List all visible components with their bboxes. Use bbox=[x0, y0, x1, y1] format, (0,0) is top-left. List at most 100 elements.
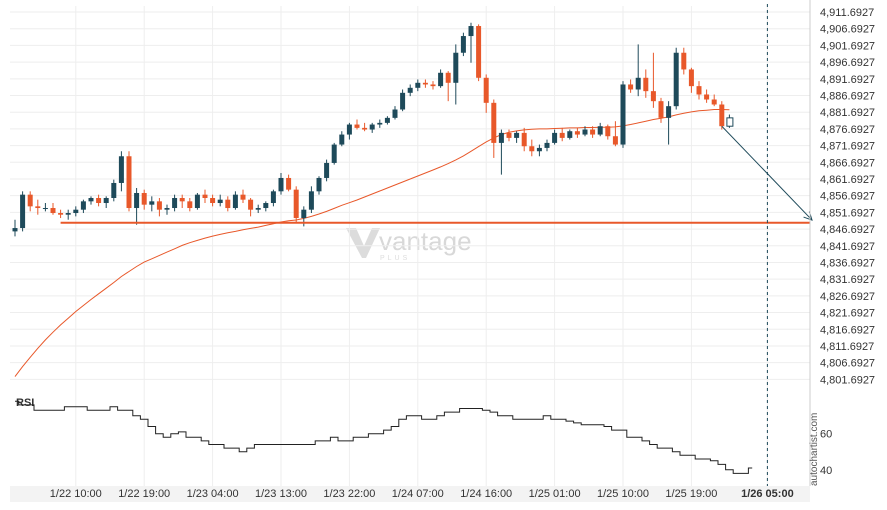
candle bbox=[96, 194, 102, 207]
candle-body bbox=[514, 132, 520, 138]
candle-body bbox=[96, 198, 102, 204]
y-tick-label: 4,886.6927 bbox=[820, 91, 875, 103]
candle-body bbox=[726, 117, 734, 127]
rsi-tick-label: 40 bbox=[820, 465, 832, 477]
candle bbox=[392, 106, 398, 120]
candle-body bbox=[574, 131, 580, 135]
candle bbox=[704, 89, 710, 103]
candle-body bbox=[217, 199, 223, 204]
candle-body bbox=[536, 147, 542, 152]
candle bbox=[126, 151, 132, 212]
rsi-panel: RSI 60 40 bbox=[15, 397, 832, 477]
candle bbox=[620, 81, 626, 148]
candle bbox=[354, 119, 360, 130]
candle bbox=[567, 129, 573, 140]
candle-body bbox=[688, 69, 694, 87]
candle bbox=[263, 201, 269, 212]
candle bbox=[498, 129, 504, 175]
candle bbox=[612, 121, 618, 147]
candle-body bbox=[597, 126, 603, 135]
candle bbox=[346, 122, 352, 140]
candle bbox=[719, 101, 725, 130]
candle-body bbox=[415, 82, 421, 88]
candle bbox=[293, 186, 299, 224]
candle-body bbox=[316, 177, 322, 192]
candle bbox=[491, 99, 497, 158]
candle-body bbox=[65, 213, 71, 215]
y-tick-label: 4,836.6927 bbox=[820, 257, 875, 269]
candle-body bbox=[377, 122, 383, 125]
candle-body bbox=[362, 127, 368, 130]
candle-body bbox=[248, 199, 254, 210]
candle bbox=[88, 196, 94, 205]
candle bbox=[225, 196, 231, 212]
x-tick-label: 1/22 10:00 bbox=[50, 488, 102, 500]
candle bbox=[628, 79, 634, 93]
candle bbox=[445, 71, 451, 102]
watermark: vantage PLUS bbox=[346, 226, 472, 262]
candle-body bbox=[521, 132, 527, 147]
x-tick-label: 1/23 22:00 bbox=[323, 488, 375, 500]
candle bbox=[643, 69, 649, 98]
candle bbox=[529, 139, 535, 157]
candle-body bbox=[430, 84, 436, 87]
moving-average-line bbox=[14, 109, 730, 377]
candle bbox=[240, 189, 246, 204]
candle-body bbox=[58, 213, 64, 215]
candle bbox=[80, 199, 86, 214]
candle bbox=[286, 174, 292, 192]
candle-body bbox=[491, 102, 497, 143]
forecast-arrow-line bbox=[721, 125, 813, 221]
candle-body bbox=[194, 194, 200, 209]
candle-body bbox=[225, 199, 231, 209]
candle bbox=[521, 127, 527, 152]
y-tick-label: 4,881.6927 bbox=[820, 107, 875, 119]
candle bbox=[536, 144, 542, 157]
credit-text: autochartist.com bbox=[809, 413, 820, 486]
candle-body bbox=[711, 99, 717, 105]
candle-body bbox=[407, 87, 413, 93]
candle-body bbox=[134, 192, 140, 209]
candle bbox=[468, 22, 474, 63]
rsi-line bbox=[15, 400, 753, 474]
candle bbox=[172, 194, 178, 212]
y-tick-label: 4,866.6927 bbox=[820, 157, 875, 169]
candle-body bbox=[286, 177, 292, 190]
candle-body bbox=[643, 77, 649, 92]
y-tick-label: 4,806.6927 bbox=[820, 358, 875, 370]
candle bbox=[202, 189, 208, 204]
x-tick-label: 1/23 13:00 bbox=[255, 488, 307, 500]
candle bbox=[164, 204, 170, 215]
candle-body bbox=[73, 209, 79, 214]
candle bbox=[42, 203, 48, 212]
candle-body bbox=[263, 203, 269, 209]
candle-body bbox=[210, 198, 216, 204]
candle-body bbox=[612, 136, 618, 145]
candle bbox=[134, 187, 140, 225]
candle bbox=[339, 131, 345, 147]
rsi-tick-label: 60 bbox=[820, 429, 832, 441]
candle-body bbox=[438, 72, 444, 87]
candle-body bbox=[544, 142, 550, 148]
y-tick-label: 4,871.6927 bbox=[820, 141, 875, 153]
candle-body bbox=[384, 117, 390, 123]
candle bbox=[278, 172, 284, 195]
candle-body bbox=[179, 198, 185, 202]
candle-body bbox=[529, 146, 535, 152]
y-axis: 4,911.6927 4,906.6927 4,901.6927 4,896.6927… bbox=[809, 0, 875, 486]
y-tick-label: 4,826.6927 bbox=[820, 291, 875, 303]
candle-body bbox=[149, 201, 155, 205]
candle-body bbox=[27, 194, 33, 207]
candle bbox=[103, 196, 109, 209]
candle-body bbox=[681, 52, 687, 70]
candle bbox=[506, 129, 512, 142]
candle bbox=[50, 203, 56, 215]
candle bbox=[422, 79, 428, 88]
candle-body bbox=[111, 182, 117, 198]
candle-body bbox=[88, 198, 94, 202]
y-tick-label: 4,906.6927 bbox=[820, 24, 875, 36]
y-tick-label: 4,821.6927 bbox=[820, 308, 875, 320]
candle-body bbox=[590, 129, 596, 135]
x-axis-band bbox=[10, 486, 810, 502]
